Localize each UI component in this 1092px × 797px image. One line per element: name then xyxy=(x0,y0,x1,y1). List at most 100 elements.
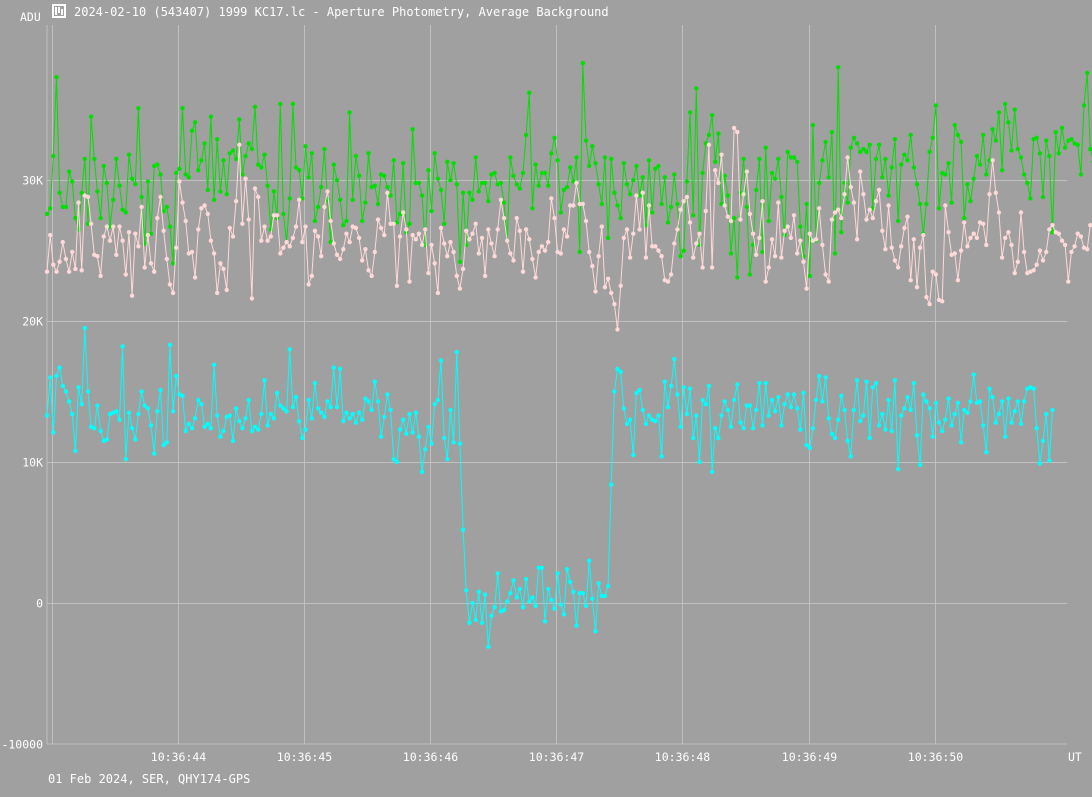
data-point xyxy=(533,275,538,280)
data-point xyxy=(854,378,860,383)
data-point xyxy=(823,375,828,380)
data-point xyxy=(697,459,702,465)
data-point xyxy=(832,210,838,215)
data-point xyxy=(917,245,923,250)
data-point xyxy=(489,241,494,246)
data-point xyxy=(48,232,53,238)
data-point xyxy=(126,410,132,415)
data-point xyxy=(142,265,147,270)
data-point xyxy=(653,419,658,424)
data-point xyxy=(627,192,633,197)
data-point xyxy=(706,132,712,138)
data-point xyxy=(889,165,894,170)
data-point xyxy=(328,404,333,410)
data-point xyxy=(889,428,894,434)
data-point xyxy=(864,379,869,384)
data-point xyxy=(479,235,485,241)
data-point xyxy=(344,218,349,224)
data-point xyxy=(211,251,217,256)
data-point xyxy=(675,392,680,397)
data-point xyxy=(952,122,957,128)
data-point xyxy=(218,189,223,194)
data-point xyxy=(993,420,998,425)
data-point xyxy=(836,207,841,212)
data-point xyxy=(930,434,935,439)
data-point xyxy=(725,407,730,413)
data-point xyxy=(278,251,283,256)
data-point xyxy=(977,162,983,167)
data-point xyxy=(246,217,251,222)
data-point xyxy=(665,279,671,284)
data-point xyxy=(624,421,630,427)
data-point xyxy=(107,224,113,229)
data-point xyxy=(955,132,961,138)
data-point xyxy=(51,262,56,267)
data-point xyxy=(1034,262,1039,267)
data-point xyxy=(467,237,472,242)
series-1 xyxy=(44,60,1092,280)
data-point xyxy=(79,190,84,195)
data-point xyxy=(634,390,639,396)
data-point xyxy=(312,218,318,224)
data-point xyxy=(990,158,995,163)
data-point xyxy=(981,221,986,226)
data-point xyxy=(618,283,623,288)
data-point xyxy=(259,238,264,243)
data-point xyxy=(353,420,359,425)
data-point xyxy=(382,232,387,238)
data-point xyxy=(530,595,535,600)
data-point xyxy=(88,221,94,226)
data-point xyxy=(246,397,251,403)
data-point xyxy=(940,299,945,304)
data-point xyxy=(85,221,91,226)
data-point xyxy=(1047,458,1052,463)
data-point xyxy=(861,146,866,152)
data-point xyxy=(580,60,585,66)
data-point xyxy=(955,278,961,283)
data-point xyxy=(643,255,649,260)
data-point xyxy=(438,225,444,231)
data-point xyxy=(79,402,84,407)
data-point xyxy=(612,389,617,394)
data-point xyxy=(867,435,872,441)
data-point xyxy=(634,163,639,169)
data-point xyxy=(924,399,929,404)
data-point xyxy=(949,200,954,205)
data-point xyxy=(675,227,680,232)
data-point xyxy=(66,269,72,274)
data-point xyxy=(126,152,132,157)
data-point xyxy=(681,385,686,390)
data-point xyxy=(1062,242,1068,248)
data-point xyxy=(501,607,507,613)
data-point xyxy=(1062,145,1068,150)
data-point xyxy=(158,194,163,200)
data-point xyxy=(221,158,226,163)
data-point xyxy=(785,149,790,155)
data-point xyxy=(262,378,267,383)
data-point xyxy=(350,197,355,202)
data-point xyxy=(766,218,771,224)
data-point xyxy=(123,457,128,462)
data-point xyxy=(117,224,122,229)
data-point xyxy=(309,416,314,421)
data-point xyxy=(599,201,604,207)
data-point xyxy=(1006,396,1011,401)
data-point xyxy=(593,161,598,166)
data-point xyxy=(123,272,128,277)
data-point xyxy=(199,206,204,211)
data-point xyxy=(1056,151,1062,156)
data-point xyxy=(1050,230,1055,235)
data-point xyxy=(757,235,762,241)
data-point xyxy=(744,204,749,210)
data-point xyxy=(161,208,166,214)
data-point xyxy=(407,279,412,284)
data-point xyxy=(1085,70,1090,76)
data-point xyxy=(92,156,97,162)
data-point xyxy=(558,602,563,607)
data-point xyxy=(832,251,838,256)
data-point xyxy=(1006,120,1011,125)
data-point xyxy=(609,290,614,296)
data-point xyxy=(129,293,135,298)
data-point xyxy=(735,382,740,387)
